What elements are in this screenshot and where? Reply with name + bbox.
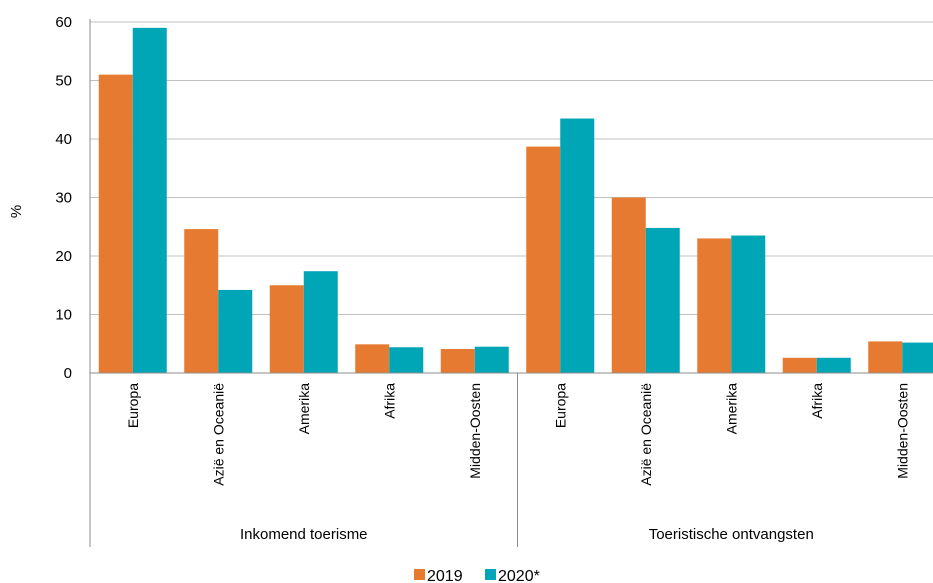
bar-2020 [389, 347, 424, 373]
bar-2019 [98, 74, 133, 374]
legend-label: 2019 [427, 568, 463, 583]
y-tick-labels: 0 10 20 30 40 50 60 [55, 14, 72, 382]
bar-2020 [132, 27, 167, 373]
y-tick-label: 0 [64, 365, 72, 382]
category-label: Amerika [723, 383, 739, 435]
bar-2020 [816, 357, 851, 373]
category-label: Afrika [809, 383, 825, 419]
bar-2019 [269, 285, 304, 373]
category-label: Midden-Oosten [894, 383, 910, 479]
bar-2020 [902, 342, 933, 373]
bar-2020 [645, 227, 680, 373]
y-tick-label: 10 [55, 307, 72, 324]
legend-swatch [485, 569, 496, 580]
bar-2019 [611, 197, 646, 373]
bar-2019 [440, 349, 475, 373]
category-label: Amerika [296, 383, 312, 435]
gridlines [90, 21, 933, 315]
y-tick-label: 40 [55, 131, 72, 148]
bar-2019 [868, 341, 903, 373]
bars [98, 27, 933, 374]
bar-2019 [697, 238, 732, 373]
bar-2020 [560, 118, 595, 373]
category-labels: Europa Azië en Oceanië Amerika Afrika Midden… [125, 383, 911, 486]
category-label: Europa [552, 383, 568, 428]
category-label: Midden-Oosten [467, 383, 483, 479]
legend: 2019 2020* [414, 568, 540, 583]
group-label: Toeristische ontvangsten [649, 526, 814, 543]
y-tick-label: 50 [55, 73, 72, 90]
legend-swatch [414, 569, 425, 580]
bar-2020 [218, 289, 253, 373]
category-label: Europa [125, 383, 141, 428]
y-tick-label: 60 [55, 14, 72, 31]
bar-2020 [474, 346, 509, 373]
bar-2019 [184, 229, 219, 373]
y-tick-label: 30 [55, 190, 72, 207]
y-axis-label: % [8, 205, 25, 218]
category-label: Azië en Oceanië [638, 383, 654, 486]
axes [89, 19, 933, 547]
y-tick-label: 20 [55, 248, 72, 265]
group-label: Inkomend toerisme [240, 526, 368, 543]
bar-2020 [303, 271, 338, 373]
bar-2019 [355, 344, 390, 373]
group-labels: Inkomend toerisme Toeristische ontvangste… [240, 526, 814, 543]
legend-label: 2020* [498, 568, 540, 583]
bar-2019 [782, 357, 817, 373]
bar-2020 [731, 235, 766, 373]
bar-2019 [526, 146, 561, 373]
category-label: Azië en Oceanië [210, 383, 226, 486]
category-label: Afrika [381, 383, 397, 419]
